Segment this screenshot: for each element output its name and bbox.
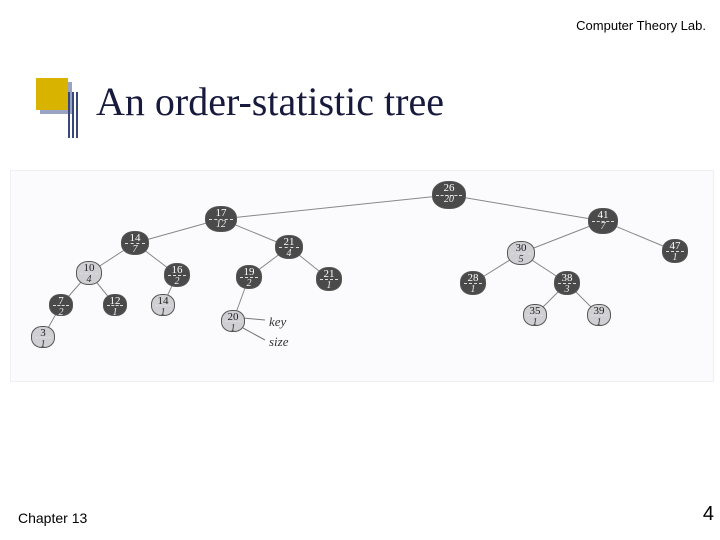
node-size: 1 <box>460 285 486 295</box>
tree-node: 351 <box>523 304 547 326</box>
node-key: 41 <box>588 208 618 221</box>
tree-node: 211 <box>316 267 342 291</box>
node-key: 17 <box>205 206 237 219</box>
node-size: 1 <box>662 253 688 263</box>
tree-node: 147 <box>121 231 149 255</box>
node-size: 4 <box>275 249 303 259</box>
tree-node: 305 <box>507 241 535 265</box>
tree-node: 391 <box>587 304 611 326</box>
footer-chapter: Chapter 13 <box>18 510 87 526</box>
tree-node: 104 <box>76 261 102 285</box>
tree-node: 2620 <box>432 181 466 209</box>
tree-node: 471 <box>662 239 688 263</box>
footer-page-number: 4 <box>703 503 714 526</box>
annotation-label: size <box>269 334 289 350</box>
node-size: 20 <box>432 195 466 205</box>
node-size: 7 <box>588 222 618 232</box>
node-size: 1 <box>221 324 245 334</box>
node-size: 7 <box>121 245 149 255</box>
node-size: 1 <box>151 308 175 318</box>
annotation-label: key <box>269 314 286 330</box>
tree-node: 141 <box>151 294 175 316</box>
node-size: 1 <box>523 318 547 328</box>
tree-diagram: 2620171241714721430547110416219221128138… <box>10 170 714 382</box>
tree-node: 162 <box>164 263 190 287</box>
header-label: Computer Theory Lab. <box>576 18 706 33</box>
node-size: 12 <box>205 220 237 230</box>
node-size: 3 <box>554 285 580 295</box>
tree-node: 72 <box>49 294 73 316</box>
node-size: 2 <box>49 308 73 318</box>
node-size: 2 <box>236 279 262 289</box>
node-size: 1 <box>103 308 127 318</box>
tree-edges <box>11 171 713 381</box>
tree-node: 214 <box>275 235 303 259</box>
tree-node: 192 <box>236 265 262 289</box>
tree-node: 31 <box>31 326 55 348</box>
tree-node: 121 <box>103 294 127 316</box>
node-size: 1 <box>31 340 55 350</box>
tree-node: 1712 <box>205 206 237 232</box>
tree-node: 383 <box>554 271 580 295</box>
node-size: 1 <box>316 281 342 291</box>
node-size: 4 <box>76 275 102 285</box>
title-accent-lines <box>68 92 70 138</box>
node-key: 26 <box>432 181 466 194</box>
tree-node: 417 <box>588 208 618 234</box>
tree-node: 281 <box>460 271 486 295</box>
node-size: 5 <box>507 255 535 265</box>
tree-node: 201 <box>221 310 245 332</box>
node-size: 2 <box>164 277 190 287</box>
title-bullet-icon <box>36 78 68 110</box>
node-size: 1 <box>587 318 611 328</box>
slide-title: An order-statistic tree <box>96 78 444 125</box>
